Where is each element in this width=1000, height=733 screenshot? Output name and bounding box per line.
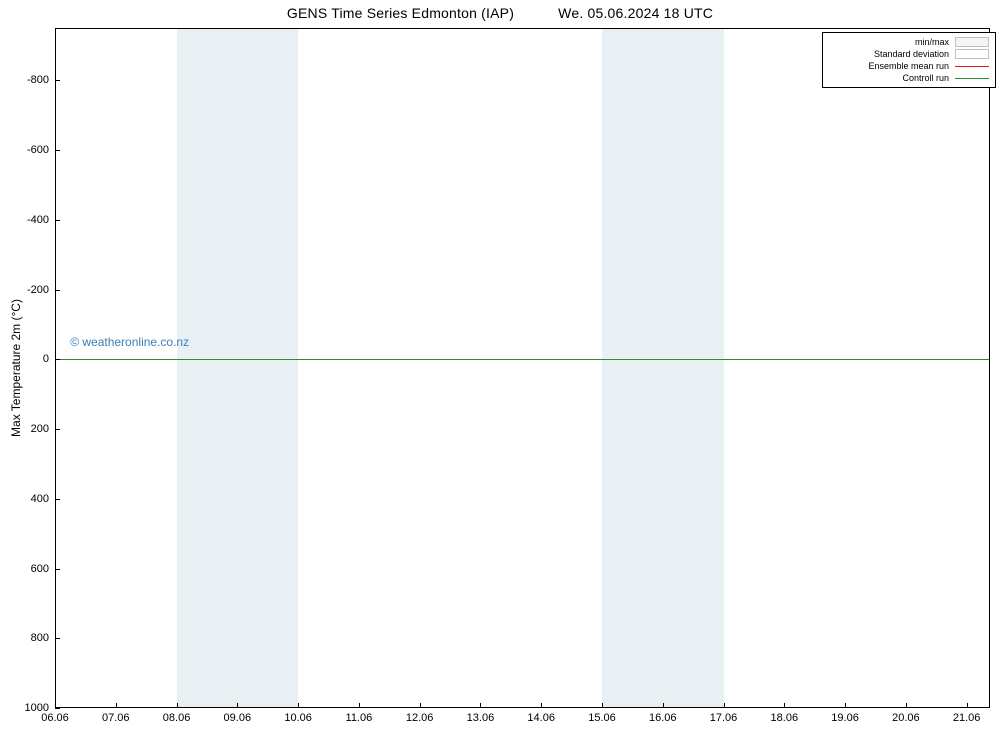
xtick-label: 19.06 xyxy=(831,708,859,724)
weekend-shade xyxy=(602,28,724,708)
legend-item: Controll run xyxy=(829,72,989,84)
ytick-mark xyxy=(55,499,60,500)
legend-swatch xyxy=(955,49,989,59)
xtick-label: 12.06 xyxy=(406,708,434,724)
xtick-label: 18.06 xyxy=(771,708,799,724)
watermark: © weatheronline.co.nz xyxy=(70,335,189,349)
ytick-mark xyxy=(55,150,60,151)
xtick-label: 07.06 xyxy=(102,708,130,724)
ytick-label: 200 xyxy=(31,423,55,435)
ytick-mark xyxy=(55,80,60,81)
ytick-label: 600 xyxy=(31,563,55,575)
xtick-label: 17.06 xyxy=(710,708,738,724)
legend-item: Ensemble mean run xyxy=(829,60,989,72)
xtick-label: 21.06 xyxy=(953,708,981,724)
plot-area: -800-600-400-2000200400600800100006.0607… xyxy=(55,28,990,708)
ytick-mark xyxy=(55,429,60,430)
xtick-label: 11.06 xyxy=(346,708,373,724)
ytick-label: -200 xyxy=(27,284,55,296)
ytick-label: 400 xyxy=(31,493,55,505)
legend-label: Standard deviation xyxy=(874,48,949,60)
legend-swatch xyxy=(955,37,989,47)
ytick-label: -600 xyxy=(27,144,55,156)
xtick-label: 15.06 xyxy=(588,708,616,724)
legend: min/maxStandard deviationEnsemble mean r… xyxy=(822,32,996,88)
xtick-label: 16.06 xyxy=(649,708,677,724)
xtick-label: 09.06 xyxy=(224,708,252,724)
xtick-label: 08.06 xyxy=(163,708,191,724)
xtick-label: 06.06 xyxy=(41,708,69,724)
ytick-label: 800 xyxy=(31,632,55,644)
ytick-mark xyxy=(55,638,60,639)
legend-label: min/max xyxy=(915,36,949,48)
legend-swatch xyxy=(955,73,989,83)
ytick-mark xyxy=(55,569,60,570)
legend-swatch xyxy=(955,61,989,71)
y-axis-label: Max Temperature 2m (°C) xyxy=(9,299,23,437)
title-source: GENS Time Series Edmonton (IAP) xyxy=(287,5,514,21)
chart-container: GENS Time Series Edmonton (IAP) We. 05.0… xyxy=(0,0,1000,733)
controll-run-line xyxy=(55,359,990,360)
xtick-label: 20.06 xyxy=(892,708,920,724)
legend-label: Controll run xyxy=(902,72,949,84)
chart-title: GENS Time Series Edmonton (IAP) We. 05.0… xyxy=(0,5,1000,21)
legend-label: Ensemble mean run xyxy=(868,60,949,72)
ytick-label: 0 xyxy=(43,353,55,365)
weekend-shade xyxy=(177,28,299,708)
ytick-mark xyxy=(55,290,60,291)
xtick-label: 14.06 xyxy=(527,708,555,724)
xtick-label: 10.06 xyxy=(284,708,312,724)
legend-item: Standard deviation xyxy=(829,48,989,60)
legend-item: min/max xyxy=(829,36,989,48)
ytick-mark xyxy=(55,359,60,360)
ytick-mark xyxy=(55,220,60,221)
ytick-label: -400 xyxy=(27,214,55,226)
title-datetime: We. 05.06.2024 18 UTC xyxy=(558,5,713,21)
ytick-label: -800 xyxy=(27,74,55,86)
xtick-label: 13.06 xyxy=(467,708,495,724)
